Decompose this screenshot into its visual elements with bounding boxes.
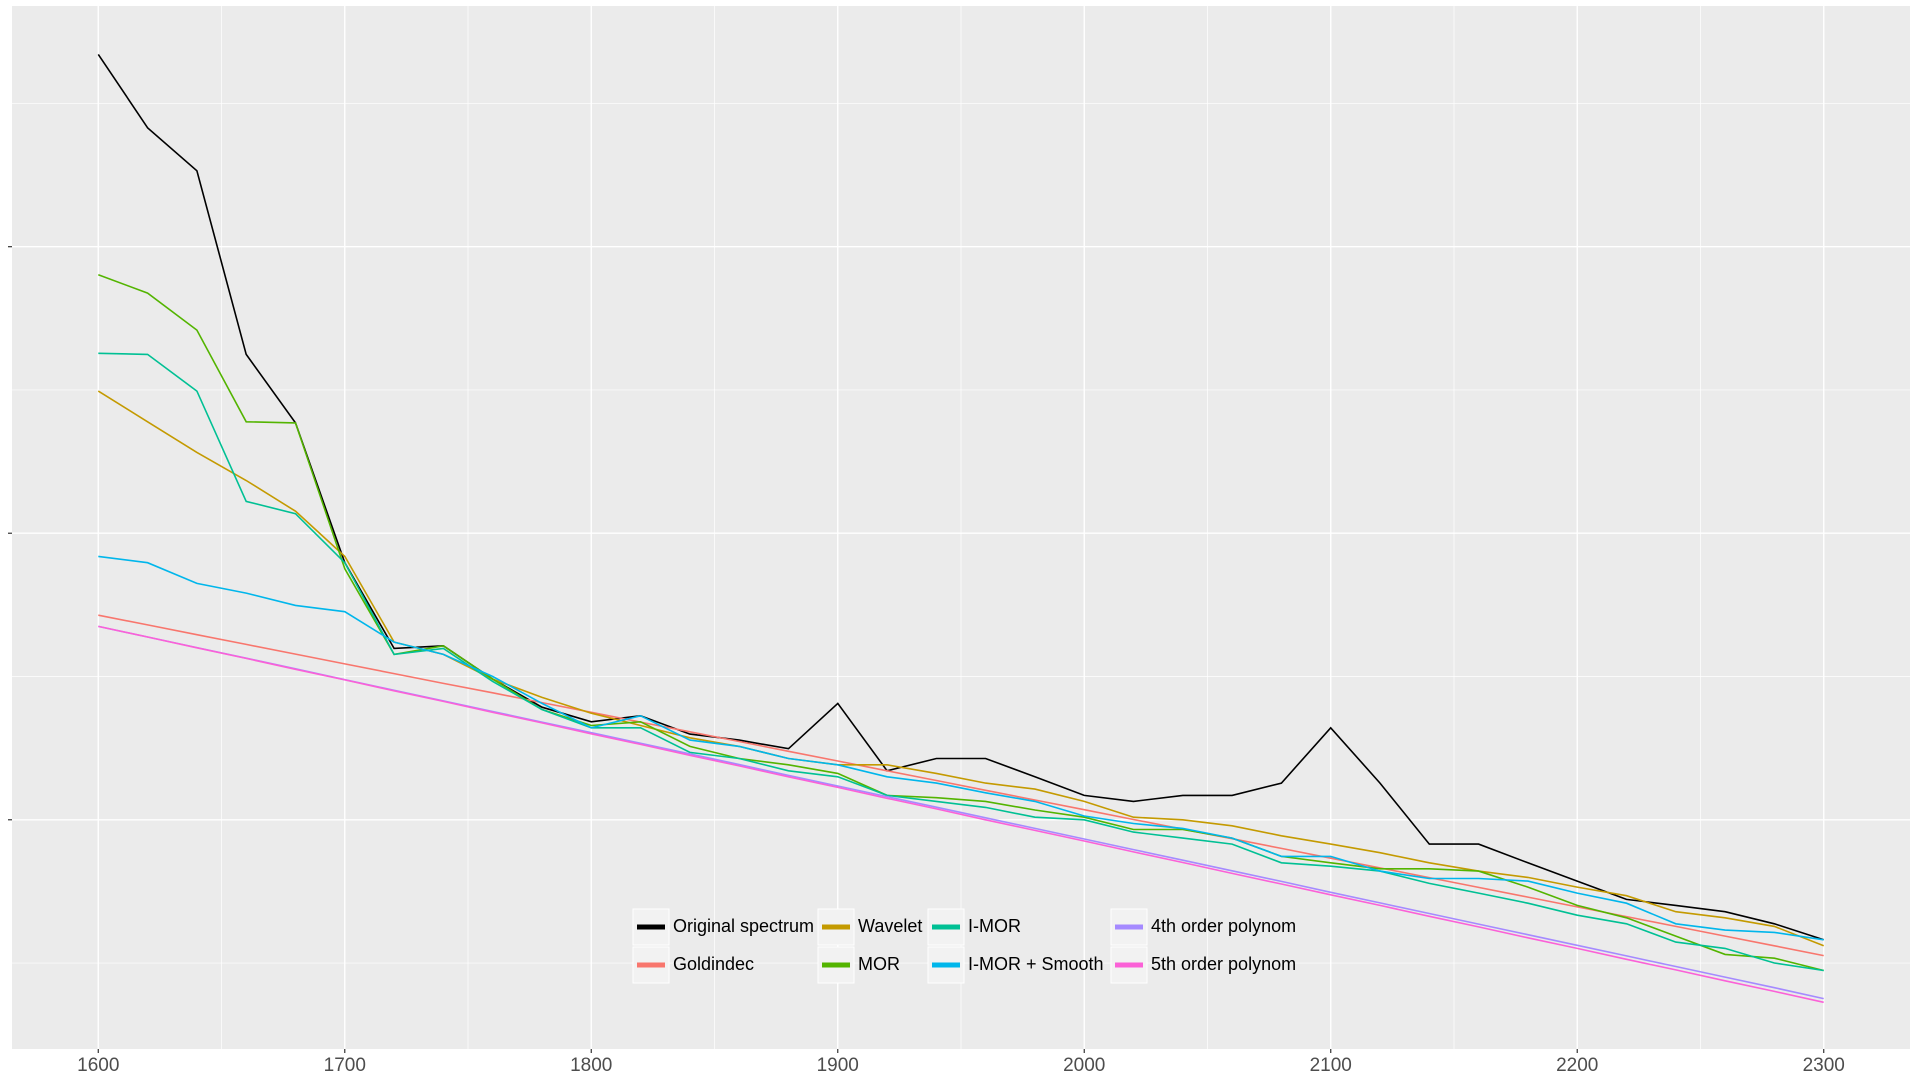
x-tick-label: 2200 xyxy=(1556,1055,1598,1076)
series-line xyxy=(98,614,1824,957)
series-line xyxy=(98,625,1824,1004)
series-line xyxy=(97,53,1824,941)
legend-label: MOR xyxy=(858,954,900,974)
legend: Original spectrum Goldindec Wavelet MOR I-MO… xyxy=(632,908,1296,984)
x-tick-label: 1900 xyxy=(817,1055,859,1076)
x-tick-label: 1600 xyxy=(77,1055,119,1076)
legend-label: Original spectrum xyxy=(673,916,814,936)
x-tick-label: 2100 xyxy=(1310,1055,1352,1076)
legend-label: Goldindec xyxy=(673,954,754,974)
series-line xyxy=(97,390,1824,947)
legend-label: 4th order polynom xyxy=(1151,916,1296,936)
series-line xyxy=(98,555,1824,941)
x-tick-label: 1700 xyxy=(324,1055,366,1076)
legend-label: I-MOR xyxy=(968,916,1021,936)
x-tick-label: 1800 xyxy=(570,1055,612,1076)
x-tick-label: 2300 xyxy=(1803,1055,1845,1076)
x-tick-label: 2000 xyxy=(1063,1055,1105,1076)
legend-label: I-MOR + Smooth xyxy=(968,954,1104,974)
legend-label: 5th order polynom xyxy=(1151,954,1296,974)
series-line xyxy=(98,352,1824,972)
legend-label: Wavelet xyxy=(858,916,922,936)
